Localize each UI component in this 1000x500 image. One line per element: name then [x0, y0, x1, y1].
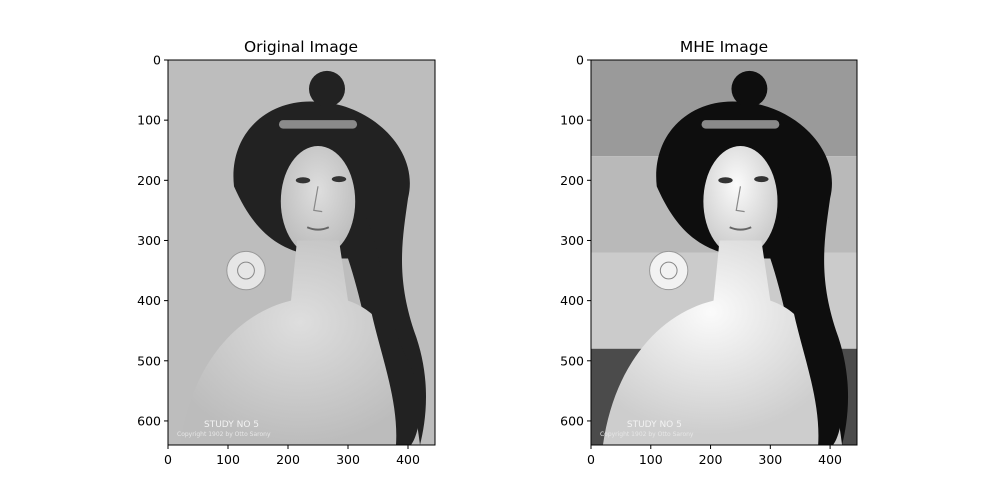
eye-left: [295, 177, 311, 184]
title-mhe: MHE Image: [680, 38, 768, 56]
hair-bun: [731, 70, 768, 107]
nose: [735, 186, 745, 213]
eye-right: [331, 176, 347, 183]
x-tick-label: 400: [396, 452, 420, 467]
image-caption-copyright: Copyright 1902 by Otto Sarony: [177, 431, 271, 438]
y-axis-mhe: 0 100 200 300 400 500 600: [560, 53, 591, 428]
hair-strand: [366, 216, 420, 445]
hair-strand: [788, 216, 842, 445]
axes-frame-original: [167, 59, 436, 446]
eye-left: [718, 177, 733, 184]
shoulders-shape: [602, 240, 843, 445]
y-tick-label: 600: [560, 413, 584, 428]
nose: [313, 186, 323, 213]
x-tick-label: 0: [164, 452, 172, 467]
rose: [649, 250, 689, 291]
x-axis-original: 0 100 200 300 400: [164, 445, 420, 467]
y-tick-label: 0: [576, 53, 584, 68]
y-tick-label: 0: [153, 53, 161, 68]
eye-right: [754, 176, 769, 183]
image-caption-copyright: Copyright 1902 by Otto Sarony: [600, 431, 694, 438]
y-tick-label: 100: [137, 113, 161, 128]
x-axis-mhe: 0 100 200 300 400: [587, 445, 842, 467]
x-tick-label: 0: [587, 452, 595, 467]
x-tick-label: 100: [216, 452, 240, 467]
y-tick-label: 600: [137, 413, 161, 428]
y-tick-label: 500: [137, 353, 161, 368]
x-tick-label: 400: [818, 452, 842, 467]
face-shape: [280, 146, 356, 257]
x-tick-label: 200: [699, 452, 723, 467]
y-tick-label: 400: [137, 293, 161, 308]
face-shape: [703, 146, 778, 257]
mouth: [729, 226, 752, 231]
rose-petal: [659, 261, 678, 280]
x-tick-label: 300: [336, 452, 360, 467]
image-caption-title: STUDY NO 5: [627, 420, 682, 430]
axes-frame-mhe: [590, 59, 858, 446]
rose: [226, 250, 266, 291]
headband: [701, 120, 780, 129]
y-axis-original: 0 100 200 300 400 500 600: [137, 53, 168, 428]
y-tick-label: 200: [137, 173, 161, 188]
y-tick-label: 300: [137, 233, 161, 248]
y-tick-label: 300: [560, 233, 584, 248]
y-tick-label: 400: [560, 293, 584, 308]
hair-bun: [309, 70, 345, 107]
y-tick-label: 500: [560, 353, 584, 368]
shoulders-shape: [180, 240, 420, 445]
mouth: [306, 226, 330, 231]
x-tick-label: 200: [276, 452, 300, 467]
y-tick-label: 100: [560, 113, 584, 128]
title-original: Original Image: [244, 38, 358, 56]
y-tick-label: 200: [560, 173, 584, 188]
image-caption-title: STUDY NO 5: [204, 420, 259, 430]
x-tick-label: 300: [758, 452, 782, 467]
x-tick-label: 100: [639, 452, 663, 467]
rose-petal: [237, 261, 255, 280]
headband: [279, 120, 357, 129]
